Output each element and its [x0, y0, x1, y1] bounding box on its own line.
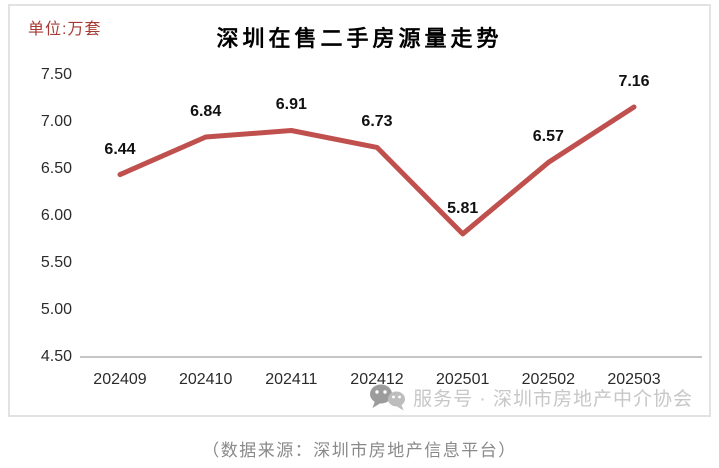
y-axis-tick-label: 6.00: [40, 207, 72, 224]
x-axis-tick-label: 202502: [521, 371, 576, 388]
x-axis-tick-label: 202411: [265, 371, 318, 388]
data-point-label: 6.84: [190, 103, 222, 121]
data-point-label: 7.16: [618, 72, 650, 90]
y-axis-tick-label: 5.50: [40, 254, 72, 271]
y-axis-tick-label: 7.50: [40, 66, 72, 83]
x-axis-tick-label: 202503: [607, 371, 661, 388]
y-axis-tick-label: 7.00: [40, 113, 72, 130]
chart-title: 深圳在售二手房源量走势: [216, 26, 503, 51]
x-axis-tick-label: 202412: [350, 371, 404, 388]
watermark: 服务号 · 深圳市房地产中介协会: [368, 383, 693, 411]
y-axis-tick-label: 6.50: [40, 160, 72, 177]
y-axis-tick-label: 4.50: [40, 348, 72, 365]
data-point-label: 6.57: [532, 128, 564, 146]
data-point-label: 6.73: [361, 113, 393, 131]
chart-frame: [8, 4, 711, 417]
data-point-label: 6.91: [275, 96, 307, 114]
x-axis-line: [80, 356, 702, 358]
watermark-text: 服务号 · 深圳市房地产中介协会: [413, 388, 693, 410]
data-point-label: 5.81: [447, 199, 479, 217]
unit-label: 单位:万套: [28, 21, 102, 38]
data-point-label: 6.44: [104, 140, 136, 158]
x-axis-tick-label: 202410: [178, 371, 233, 388]
x-axis-tick-label: 202409: [93, 371, 147, 388]
wechat-icon: [370, 384, 406, 411]
y-axis-tick-label: 5.00: [40, 301, 72, 318]
x-axis-tick-label: 202501: [435, 371, 490, 388]
trend-polyline: [117, 104, 637, 237]
data-source-caption: （数据来源：深圳市房地产信息平台）: [202, 441, 517, 460]
